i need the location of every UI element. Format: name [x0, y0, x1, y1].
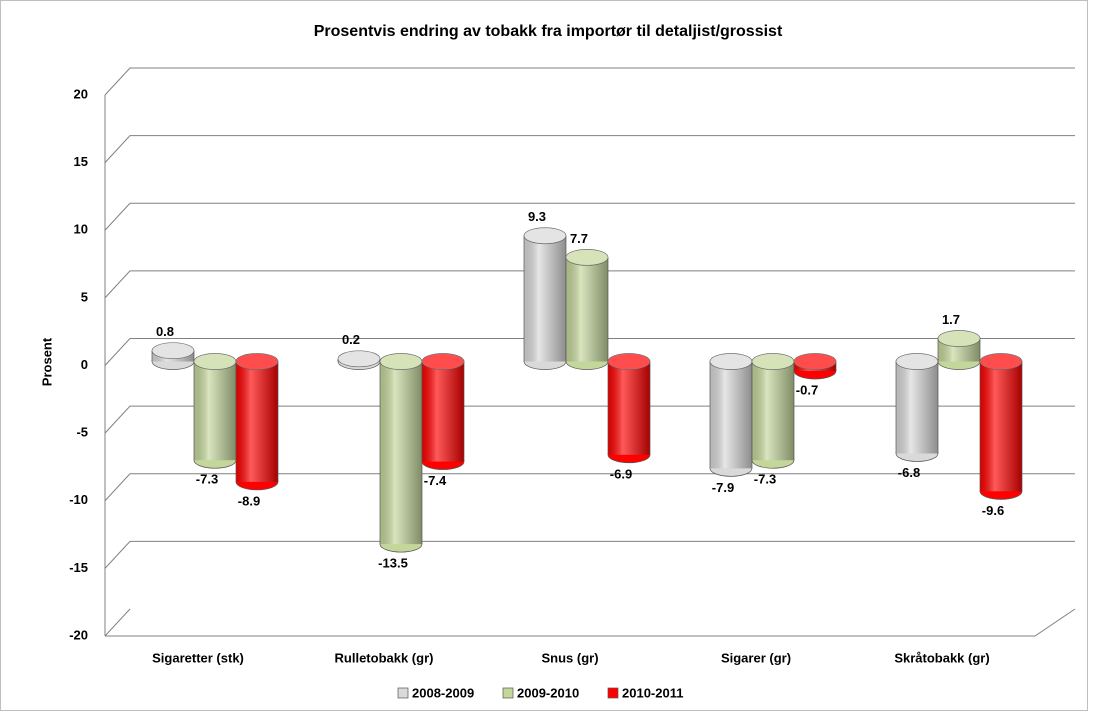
y-tick-label: 20 [74, 86, 88, 101]
grid-line [104, 540, 1075, 569]
data-label: 0.2 [342, 332, 360, 347]
y-tick-label: -10 [69, 492, 88, 507]
data-label: -0.7 [796, 382, 818, 397]
chart-title: Prosentvis endring av tobakk fra importø… [314, 23, 783, 40]
bar-top-shine [980, 353, 1022, 370]
data-label: -7.3 [196, 472, 218, 487]
y-tick-label: -5 [76, 425, 88, 440]
bar-top [151, 342, 195, 360]
bar-top [793, 353, 837, 370]
bar-top-shine [608, 353, 650, 370]
data-label: 7.7 [570, 231, 588, 246]
bar-top [235, 353, 279, 370]
legend-swatch [502, 687, 514, 699]
grid-line [104, 202, 1075, 231]
bar-shade [524, 235, 566, 362]
bar-shade [422, 361, 464, 462]
bar-top-shine [380, 353, 422, 370]
bar-top-shine [524, 227, 566, 244]
x-tick-label: Snus (gr) [541, 650, 598, 665]
bar-shade [608, 361, 650, 455]
bar-top-shine [194, 353, 236, 370]
legend-swatch [607, 687, 619, 699]
bar-top [421, 353, 465, 370]
data-label: -8.9 [238, 493, 260, 508]
bar-top-shine [752, 353, 794, 370]
bar-top-shine [338, 350, 380, 367]
bar-top-shine [152, 342, 194, 359]
bar-shade [194, 361, 236, 461]
data-label: -13.5 [378, 556, 408, 571]
bar-shade [752, 361, 794, 461]
bar-top-shine [236, 353, 278, 370]
x-tick-label: Rulletobakk (gr) [335, 650, 434, 665]
grid-line [104, 67, 1075, 96]
data-label: 0.8 [156, 324, 174, 339]
y-tick-label: 0 [81, 357, 88, 372]
bar-top-shine [896, 353, 938, 370]
plot-area: -20 -15 -10 -5 0 5 10 15 20 Sigaretter (stk) 0.8 -7… [69, 67, 1076, 700]
bar-top [937, 330, 981, 347]
grid-line [104, 135, 1075, 163]
y-tick-label: 5 [81, 289, 88, 304]
grid-line [104, 473, 1075, 502]
data-label: -7.4 [424, 473, 447, 488]
grid-line [104, 338, 1075, 366]
bar-top-shine [566, 249, 608, 266]
data-label: -7.3 [754, 472, 776, 487]
legend-swatch [397, 687, 409, 699]
x-tick-label: Sigaretter (stk) [152, 650, 244, 665]
legend-label: 2009-2010 [517, 685, 579, 700]
legend-label: 2010-2011 [622, 685, 683, 700]
x-tick-label: Sigarer (gr) [721, 650, 791, 665]
bar-top [979, 353, 1023, 370]
legend-label: 2008-2009 [412, 685, 474, 700]
bar-top-shine [938, 330, 980, 347]
bar-shade [380, 361, 422, 545]
data-label: -7.9 [712, 480, 734, 495]
bar-shade [710, 361, 752, 469]
bar-shade [980, 361, 1022, 492]
floor-back [104, 608, 131, 637]
x-tick-label: Skråtobakk (gr) [894, 650, 989, 665]
y-tick-label: -20 [69, 627, 88, 642]
bar-top-shine [710, 353, 752, 370]
bar-top-shine [422, 353, 464, 370]
bar-shade [566, 257, 608, 362]
grid-line [104, 270, 1075, 299]
bar-top-shine [794, 353, 836, 370]
data-label: -6.8 [898, 465, 920, 480]
data-label: -9.6 [982, 503, 1004, 518]
y-tick-label: 10 [74, 222, 88, 237]
data-label: 9.3 [528, 209, 546, 224]
bar-top [523, 227, 567, 245]
y-tick-label: 15 [74, 154, 88, 169]
bar-top [607, 353, 651, 370]
grid-line [105, 608, 1076, 637]
y-axis-title: Prosent [39, 337, 54, 386]
bar-shade [896, 361, 938, 454]
bar-top [565, 249, 609, 266]
data-label: 1.7 [942, 312, 960, 327]
bar-shade [236, 361, 278, 482]
y-tick-label: -15 [69, 560, 88, 575]
bar-top [337, 350, 381, 368]
data-label: -6.9 [610, 466, 632, 481]
